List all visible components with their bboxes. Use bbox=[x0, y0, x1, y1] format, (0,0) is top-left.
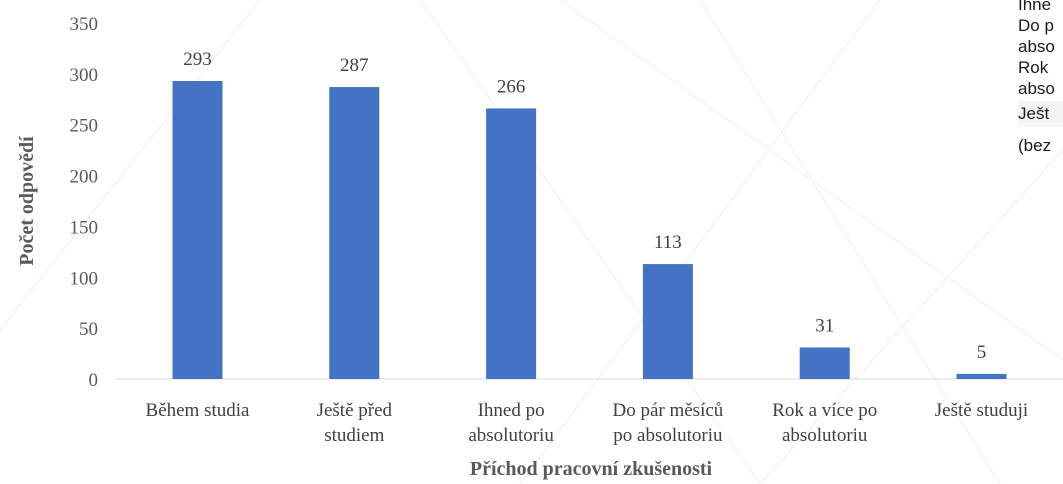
data-label: 113 bbox=[654, 232, 682, 253]
y-tick-label: 250 bbox=[70, 116, 99, 137]
overlay-line: Rok bbox=[1018, 58, 1049, 77]
y-tick-label: 100 bbox=[70, 268, 99, 289]
y-tick-label: 300 bbox=[70, 65, 99, 86]
x-axis-title: Příchod pracovní zkušenosti bbox=[470, 458, 713, 480]
legend-overlay-text: Ihne Do p abso Rok abso Ješt (bez bbox=[1018, 0, 1063, 156]
overlay-line: abso bbox=[1018, 37, 1055, 56]
y-tick-label: 350 bbox=[70, 14, 99, 35]
category-labels: Během studia Ještě před studiem Ihned po abs… bbox=[146, 400, 1029, 446]
x-tick-label: Ještě před bbox=[317, 400, 393, 421]
y-axis-ticks: 0 50 100 150 200 250 300 350 bbox=[70, 14, 99, 391]
bar bbox=[799, 347, 850, 379]
x-tick-label: po absolutoriu bbox=[613, 425, 723, 446]
bar bbox=[956, 373, 1007, 379]
x-tick-label: Během studia bbox=[146, 400, 251, 421]
x-tick-label: Rok a více po bbox=[772, 400, 877, 421]
y-tick-label: 200 bbox=[70, 167, 99, 188]
y-tick-label: 50 bbox=[79, 319, 98, 340]
x-tick-label: Ihned po bbox=[478, 400, 545, 421]
data-label: 293 bbox=[183, 49, 212, 70]
data-label: 266 bbox=[497, 76, 526, 97]
y-tick-label: 150 bbox=[70, 217, 99, 238]
bars bbox=[172, 80, 1007, 379]
bar bbox=[642, 264, 693, 379]
bar bbox=[486, 108, 537, 379]
overlay-line: Ješt bbox=[1018, 101, 1063, 127]
data-label: 5 bbox=[977, 342, 987, 363]
bar bbox=[172, 80, 223, 379]
y-tick-label: 0 bbox=[89, 370, 99, 391]
x-tick-label: studiem bbox=[324, 425, 384, 446]
x-tick-label: Do pár měsíců bbox=[612, 400, 723, 421]
overlay-line: abso bbox=[1018, 79, 1055, 98]
x-tick-label: absolutoriu bbox=[782, 425, 868, 446]
x-tick-label: absolutoriu bbox=[468, 425, 554, 446]
data-label: 31 bbox=[815, 315, 834, 336]
data-labels: 293 287 266 113 31 5 bbox=[183, 49, 986, 363]
x-tick-label: Ještě studuji bbox=[935, 400, 1028, 421]
y-axis-title: Počet odpovědí bbox=[16, 136, 38, 266]
overlay-line: Ihne bbox=[1018, 0, 1052, 14]
overlay-line: (bez bbox=[1018, 136, 1052, 155]
overlay-line: Do p bbox=[1018, 16, 1054, 35]
bar bbox=[329, 87, 380, 379]
data-label: 287 bbox=[340, 55, 369, 76]
